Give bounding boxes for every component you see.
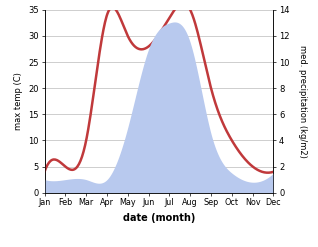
Y-axis label: med. precipitation (kg/m2): med. precipitation (kg/m2) — [298, 45, 307, 158]
X-axis label: date (month): date (month) — [123, 213, 195, 223]
Y-axis label: max temp (C): max temp (C) — [14, 72, 23, 130]
